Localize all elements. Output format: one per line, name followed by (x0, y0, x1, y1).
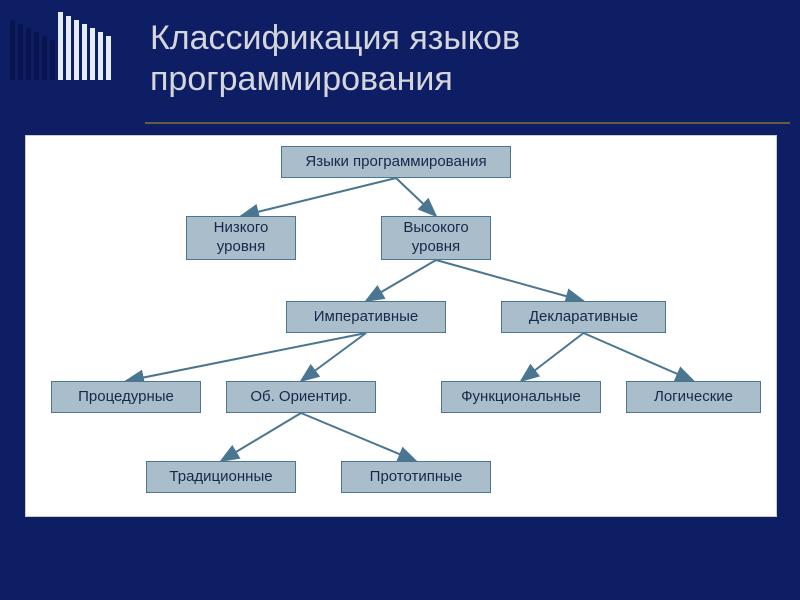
slide: Классификация языков программирования Яз… (0, 0, 800, 600)
title-underline (145, 122, 790, 124)
node-decl: Декларативные (501, 301, 666, 333)
node-func: Функциональные (441, 381, 601, 413)
node-high: Высокого уровня (381, 216, 491, 260)
node-low: Низкого уровня (186, 216, 296, 260)
node-proto: Прототипные (341, 461, 491, 493)
diagram-panel: Языки программирования Низкого уровня Высо… (25, 135, 777, 517)
node-logic: Логические (626, 381, 761, 413)
corner-decoration (10, 10, 111, 80)
node-proc: Процедурные (51, 381, 201, 413)
node-root: Языки программирования (281, 146, 511, 178)
tree-diagram: Языки программирования Низкого уровня Высо… (26, 136, 776, 516)
node-trad: Традиционные (146, 461, 296, 493)
slide-title: Классификация языков программирования (150, 18, 800, 100)
node-oop: Об. Ориентир. (226, 381, 376, 413)
node-imp: Императивные (286, 301, 446, 333)
